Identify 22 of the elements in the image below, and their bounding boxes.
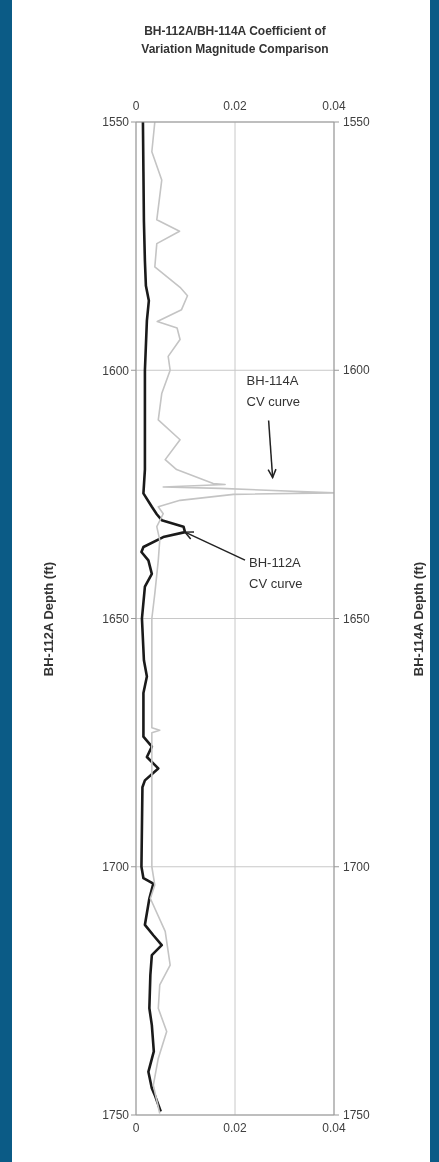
annotation: BH-112A CV curve (249, 554, 304, 594)
y2-tick-label: 1700 (343, 859, 371, 874)
chart-title: BH-112A/BH-114A Coefficient of Variation Magnitude Comparison (140, 23, 330, 58)
y-tick-label: 1750 (102, 1108, 130, 1123)
y-tick-label: 1700 (102, 860, 130, 875)
x-tick-label: 0.04 (322, 1120, 346, 1135)
x2-tick-label: 0 (132, 99, 140, 113)
y-axis-title: BH-112A Depth (ft) (40, 561, 56, 676)
x-tick-label: 0.02 (223, 1120, 247, 1135)
x2-tick-label: 0.04 (322, 99, 346, 113)
y2-axis-title: BH-114A Depth (ft) (410, 561, 426, 676)
x2-tick-label: 0.02 (223, 99, 247, 113)
y2-tick-label: 1600 (343, 363, 371, 378)
y2-tick-label: 1550 (343, 115, 371, 130)
line-series (140, 122, 187, 1113)
y2-tick-label: 1750 (343, 1108, 371, 1123)
annotation: BH-114A CV curve (246, 372, 302, 412)
x-tick-label: 0 (132, 1120, 140, 1135)
y-tick-label: 1550 (102, 115, 130, 130)
y-tick-label: 1600 (102, 363, 130, 378)
y2-tick-label: 1650 (343, 611, 371, 626)
y-tick-label: 1650 (102, 611, 130, 626)
